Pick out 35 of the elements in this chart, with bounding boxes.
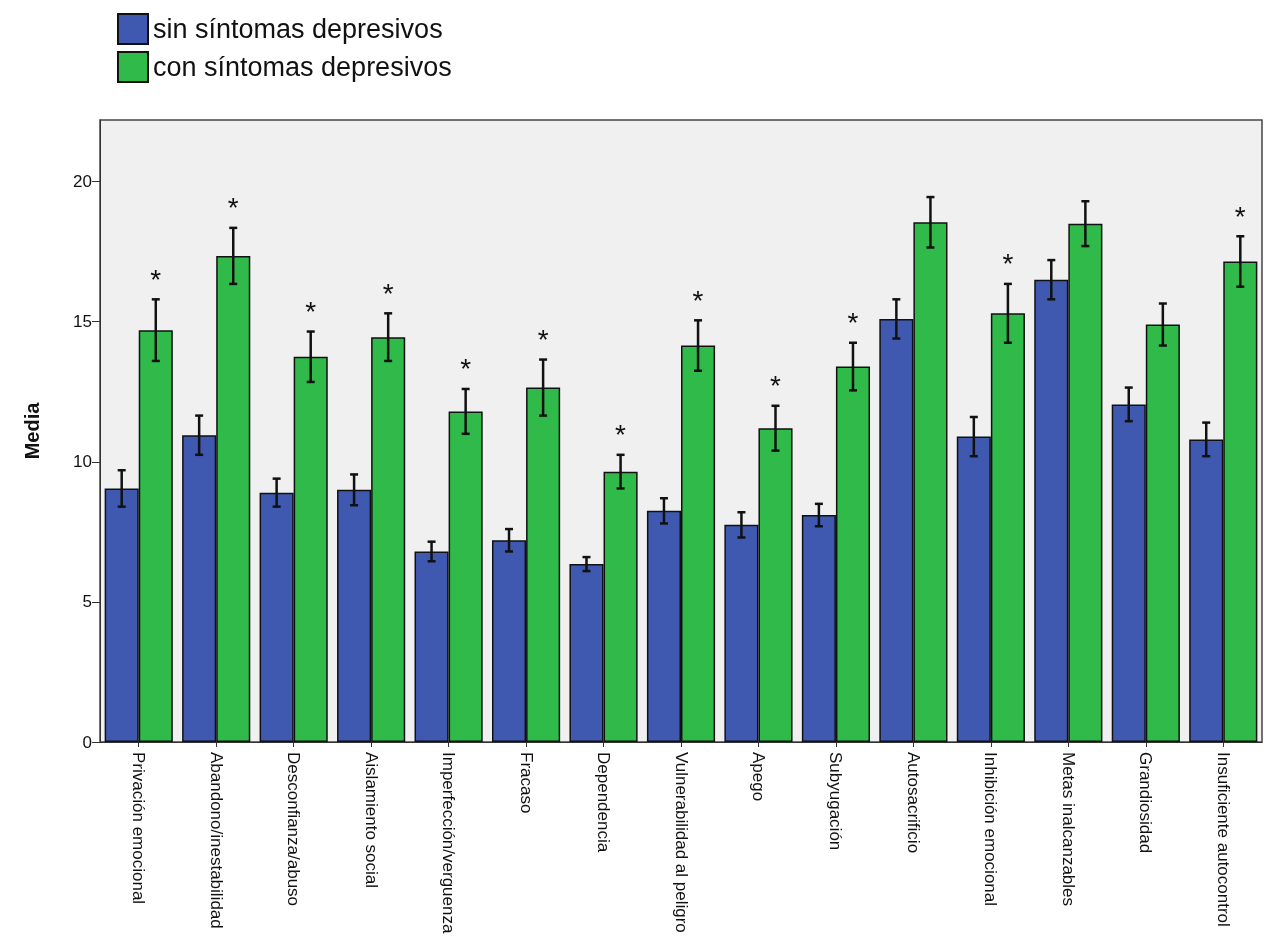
annotation: * [770, 370, 782, 402]
x-tick-label: Dependencia [594, 752, 614, 853]
legend-label: sin síntomas depresivos [153, 14, 443, 44]
x-tick-label: Fracaso [516, 752, 536, 814]
annotation: * [150, 263, 162, 295]
x-tick-label: Metas inalcanzables [1058, 752, 1078, 907]
x-tick-label: Vulnerabilidad al peligro [671, 752, 691, 933]
x-tick-label: Abandono/inestabilidad [206, 752, 226, 929]
y-axis-title: Media [21, 401, 43, 460]
y-tick-label: 20 [73, 172, 92, 192]
x-tick-label: Desconfianza/abuso [284, 752, 304, 907]
annotation: * [227, 192, 239, 224]
x-tick-label: Inhibición emocional [981, 752, 1001, 907]
y-tick-label: 5 [82, 592, 92, 612]
annotation: * [692, 284, 704, 316]
x-tick-label: Aislamiento social [361, 752, 381, 889]
x-tick-label: Autosacrificio [903, 752, 923, 854]
x-tick-label: Imperfección/verguenza [439, 752, 459, 934]
annotation: * [615, 419, 627, 451]
x-tick-label: Grandiosidad [1136, 752, 1156, 854]
x-tick-label: Subyugación [826, 752, 846, 851]
annotation: * [1002, 248, 1014, 280]
annotation: * [305, 296, 317, 328]
annotation: * [382, 277, 394, 309]
y-tick-label: 0 [82, 732, 92, 752]
annotation: * [537, 324, 549, 356]
annotation: * [847, 307, 859, 339]
legend-label: con síntomas depresivos [153, 52, 452, 82]
x-tick-label: Privación emocional [129, 752, 149, 905]
annotation: * [1234, 200, 1246, 232]
y-tick-label: 15 [73, 312, 92, 332]
y-tick-label: 10 [73, 452, 92, 472]
x-tick-label: Insuficiente autocontrol [1213, 752, 1233, 927]
x-tick-label: Apego [748, 752, 768, 802]
annotation: * [460, 353, 472, 385]
